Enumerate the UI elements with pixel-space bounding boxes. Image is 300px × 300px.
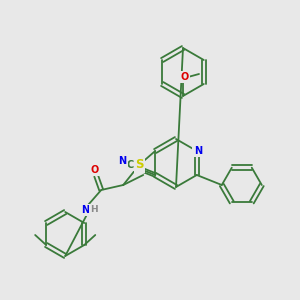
Text: C: C bbox=[127, 160, 134, 170]
Text: S: S bbox=[135, 158, 143, 172]
Text: N: N bbox=[194, 146, 202, 156]
Text: N: N bbox=[118, 156, 126, 166]
Text: H: H bbox=[90, 206, 98, 214]
Text: O: O bbox=[90, 165, 98, 175]
Text: O: O bbox=[181, 72, 189, 82]
Text: N: N bbox=[81, 205, 89, 215]
